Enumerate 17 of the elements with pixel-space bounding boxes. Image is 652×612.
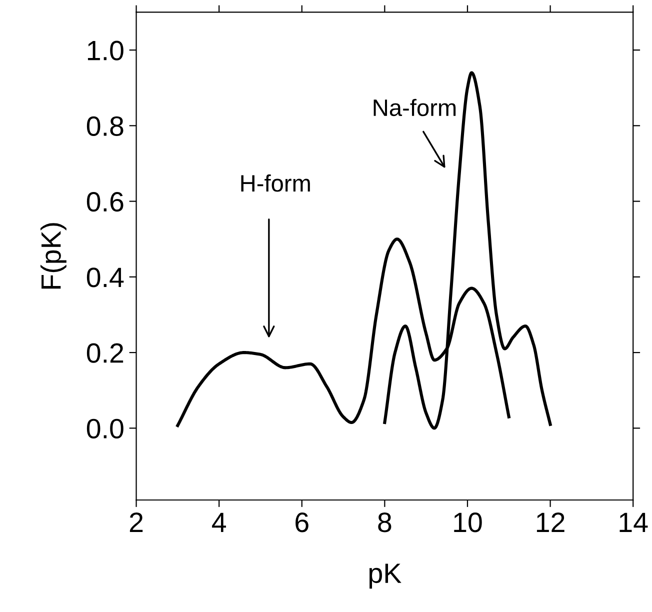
annotation: H-form xyxy=(241,174,310,192)
annotation: Na-form xyxy=(374,98,456,116)
y-tick-label: 0.2 xyxy=(86,343,124,363)
y-tick-label: 0.0 xyxy=(86,418,124,438)
x-tick-label: 14 xyxy=(620,512,648,532)
y-axis-title: F(pK) xyxy=(40,223,66,289)
x-axis-title: pK xyxy=(369,564,402,589)
x-tick-label: 6 xyxy=(296,512,308,532)
x-tick-label: 8 xyxy=(378,512,392,532)
x-tick-label: 10 xyxy=(454,512,482,532)
y-tick-label: 0.6 xyxy=(86,192,124,212)
y-tick-label: 0.4 xyxy=(86,268,124,288)
x-tick-label: 2 xyxy=(130,512,143,532)
y-tick-label: 1.0 xyxy=(88,40,124,60)
x-tick-label: 12 xyxy=(536,512,564,532)
y-tick-label: 0.8 xyxy=(86,116,124,136)
x-tick-label: 4 xyxy=(212,512,226,532)
